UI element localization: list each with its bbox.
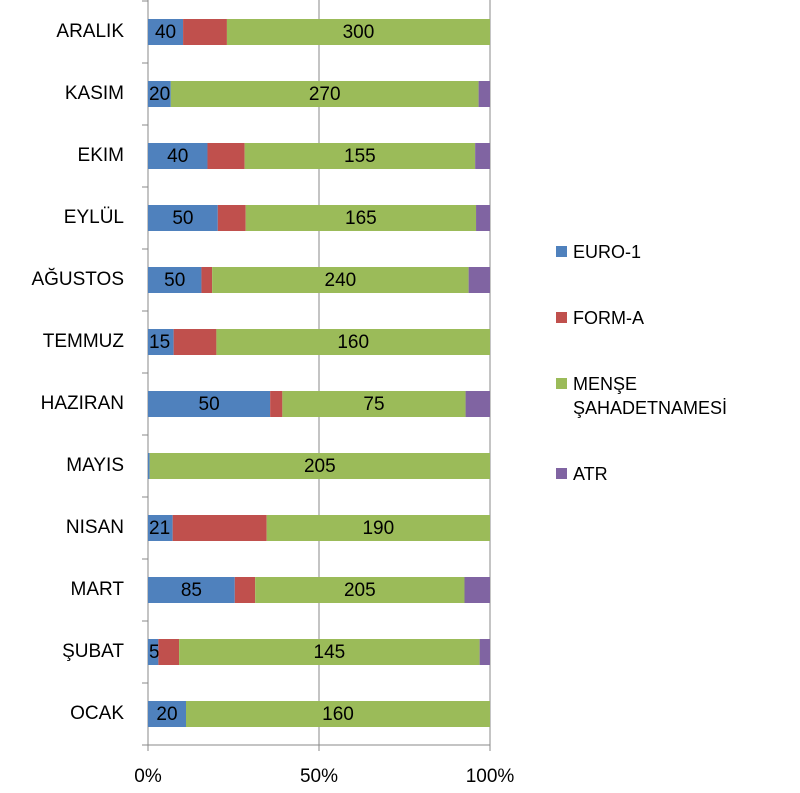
bar-segment: [245, 205, 477, 231]
y-tick-label: HAZIRAN: [41, 393, 124, 414]
data-label: 270: [309, 84, 341, 105]
data-label: 205: [304, 456, 336, 477]
bar-segment: [479, 639, 490, 665]
data-label: 50: [199, 394, 220, 415]
bar-segment: [270, 391, 283, 417]
bar-segment: [148, 267, 202, 293]
data-label: 240: [325, 270, 357, 291]
bar-segment: [179, 639, 480, 665]
bar-segment: [148, 391, 271, 417]
bar-segment: [468, 267, 490, 293]
bar-segment: [148, 577, 235, 603]
data-label: 165: [345, 208, 377, 229]
bar-segment: [148, 515, 173, 541]
bar-segment: [234, 577, 256, 603]
y-tick-label: TEMMUZ: [43, 331, 125, 352]
bar-segment: [183, 19, 227, 45]
bar-segment: [216, 329, 490, 355]
bar-segment: [148, 143, 208, 169]
bar-segment: [173, 329, 217, 355]
bar-segment: [478, 81, 490, 107]
bar-segment: [475, 143, 490, 169]
bar-segment: [207, 143, 245, 169]
data-label: 75: [363, 394, 384, 415]
bar-segment: [148, 453, 150, 479]
legend-item: EURO-1: [556, 240, 726, 264]
y-tick-label: ŞUBAT: [62, 641, 124, 662]
bar-segment: [148, 19, 184, 45]
bar-segment: [226, 19, 490, 45]
y-tick-label: MART: [71, 579, 125, 600]
bar-segment: [464, 577, 490, 603]
bar-segment: [266, 515, 490, 541]
data-label: 145: [314, 642, 346, 663]
legend-item: ATR: [556, 462, 726, 486]
bar-segment: [217, 205, 246, 231]
legend-label: MENŞE ŞAHADETNAMESİ: [573, 374, 728, 418]
data-label: 5: [149, 642, 160, 663]
data-label: 20: [156, 704, 177, 725]
bar-segment: [244, 143, 476, 169]
y-tick-label: EKIM: [78, 145, 124, 166]
x-tick-label: 100%: [466, 766, 515, 787]
data-label: 15: [149, 332, 170, 353]
bar-segment: [186, 701, 490, 727]
bar-segment: [282, 391, 466, 417]
y-tick-label: AĞUSTOS: [31, 268, 124, 290]
bar-segment: [148, 205, 218, 231]
data-label: 50: [164, 270, 185, 291]
bar-segment: [148, 81, 171, 107]
legend-label: EURO-1: [573, 242, 642, 262]
y-tick-label: OCAK: [70, 703, 124, 724]
x-tick-label: 0%: [134, 766, 162, 787]
legend-swatch: [556, 246, 567, 257]
data-label: 190: [362, 518, 394, 539]
data-label: 40: [167, 146, 188, 167]
bar-segment: [148, 701, 186, 727]
data-label: 205: [344, 580, 376, 601]
y-tick-label: NISAN: [66, 517, 124, 538]
bar-segment: [148, 639, 159, 665]
bar-segment: [201, 267, 213, 293]
data-label: 50: [172, 208, 193, 229]
bar-segment: [255, 577, 465, 603]
bar-segment: [465, 391, 490, 417]
legend-swatch: [556, 468, 567, 479]
bar-segment: [158, 639, 180, 665]
legend-item: MENŞE ŞAHADETNAMESİ: [556, 372, 728, 420]
bar-segment: [172, 515, 267, 541]
data-label: 300: [343, 22, 375, 43]
legend-label: ATR: [573, 464, 608, 484]
bar-segment: [476, 205, 490, 231]
data-label: 155: [344, 146, 376, 167]
bar-segment: [148, 329, 174, 355]
legend-swatch: [556, 312, 567, 323]
data-label: 160: [337, 332, 369, 353]
legend-swatch: [556, 378, 567, 389]
y-tick-label: MAYIS: [66, 455, 124, 476]
bar-segment: [212, 267, 469, 293]
data-label: 160: [322, 704, 354, 725]
bar-segment: [149, 453, 490, 479]
data-label: 20: [149, 84, 170, 105]
data-label: 21: [149, 518, 170, 539]
legend-label: FORM-A: [573, 308, 644, 328]
y-tick-label: EYLÜL: [64, 207, 124, 228]
data-label: 40: [155, 22, 176, 43]
legend: EURO-1 FORM-A MENŞE ŞAHADETNAMESİ ATR: [556, 240, 728, 528]
legend-item: FORM-A: [556, 306, 726, 330]
bar-segment: [170, 81, 479, 107]
y-tick-label: KASIM: [65, 83, 124, 104]
data-label: 85: [181, 580, 202, 601]
y-tick-label: ARALIK: [56, 21, 124, 42]
x-tick-label: 50%: [300, 766, 338, 787]
